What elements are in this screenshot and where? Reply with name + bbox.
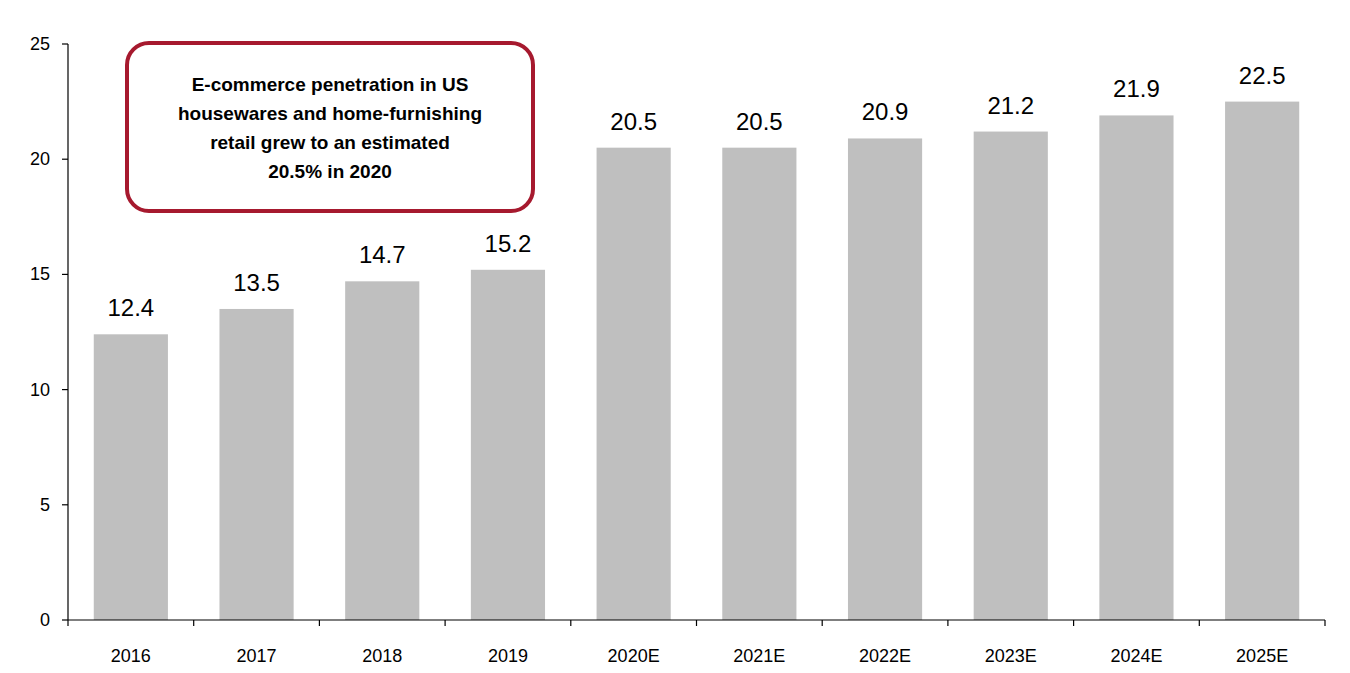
chart-root: 0 5 10 15 20 25 2016 2017 2018 2019 2020E 2021E 2022…: [0, 0, 1350, 673]
data-label: 12.4: [107, 294, 154, 321]
y-tick: [62, 389, 68, 390]
data-label: 21.2: [987, 92, 1034, 119]
bar: [345, 281, 419, 620]
y-tick-label: 25: [30, 34, 50, 54]
y-tick-label: 0: [40, 610, 50, 630]
x-tick: [696, 620, 697, 626]
x-tick: [445, 620, 446, 626]
y-tick: [62, 159, 68, 160]
y-tick-label: 5: [40, 495, 50, 515]
x-tick: [1324, 620, 1325, 626]
y-tick-label: 10: [30, 380, 50, 400]
x-tick-label: 2020E: [608, 646, 660, 666]
y-tick: [62, 504, 68, 505]
bar: [1225, 102, 1299, 620]
data-label: 20.9: [862, 98, 909, 125]
x-tick: [570, 620, 571, 626]
y-tick: [62, 619, 68, 620]
annotation-text: 20.5% in 2020: [268, 161, 392, 182]
y-tick: [62, 274, 68, 275]
x-tick: [319, 620, 320, 626]
x-tick-label: 2018: [362, 646, 402, 666]
bar: [94, 334, 168, 620]
y-tick: [62, 43, 68, 44]
bar: [471, 270, 545, 620]
bar: [1099, 115, 1173, 620]
x-tick: [1199, 620, 1200, 626]
x-tick: [67, 620, 68, 626]
annotation-text: retail grew to an estimated: [210, 132, 450, 153]
x-tick: [822, 620, 823, 626]
x-tick-label: 2017: [237, 646, 277, 666]
bar: [974, 132, 1048, 620]
annotation-text: housewares and home-furnishing: [178, 103, 482, 124]
data-label: 13.5: [233, 269, 280, 296]
y-axis-line: [67, 44, 68, 620]
x-tick: [1073, 620, 1074, 626]
bar: [597, 148, 671, 620]
data-label: 22.5: [1239, 62, 1286, 89]
bar: [848, 138, 922, 620]
data-label: 15.2: [485, 230, 532, 257]
x-tick-label: 2025E: [1236, 646, 1288, 666]
bar: [219, 309, 293, 620]
bars: [94, 102, 1299, 620]
x-tick-label: 2022E: [859, 646, 911, 666]
y-tick-label: 15: [30, 264, 50, 284]
data-label: 20.5: [736, 108, 783, 135]
data-label: 20.5: [610, 108, 657, 135]
y-tick-label: 20: [30, 149, 50, 169]
chart-svg: 0 5 10 15 20 25 2016 2017 2018 2019 2020E 2021E 2022…: [0, 0, 1350, 673]
x-tick-label: 2016: [111, 646, 151, 666]
data-label: 21.9: [1113, 75, 1160, 102]
annotation-box: [127, 43, 533, 211]
x-tick-label: 2019: [488, 646, 528, 666]
x-tick-label: 2021E: [733, 646, 785, 666]
x-tick-label: 2024E: [1110, 646, 1162, 666]
data-label: 14.7: [359, 241, 406, 268]
x-tick-label: 2023E: [985, 646, 1037, 666]
annotation: E-commerce penetration in US housewares a…: [127, 43, 533, 211]
x-tick: [947, 620, 948, 626]
annotation-text: E-commerce penetration in US: [192, 74, 469, 95]
bar: [722, 148, 796, 620]
x-tick: [193, 620, 194, 626]
